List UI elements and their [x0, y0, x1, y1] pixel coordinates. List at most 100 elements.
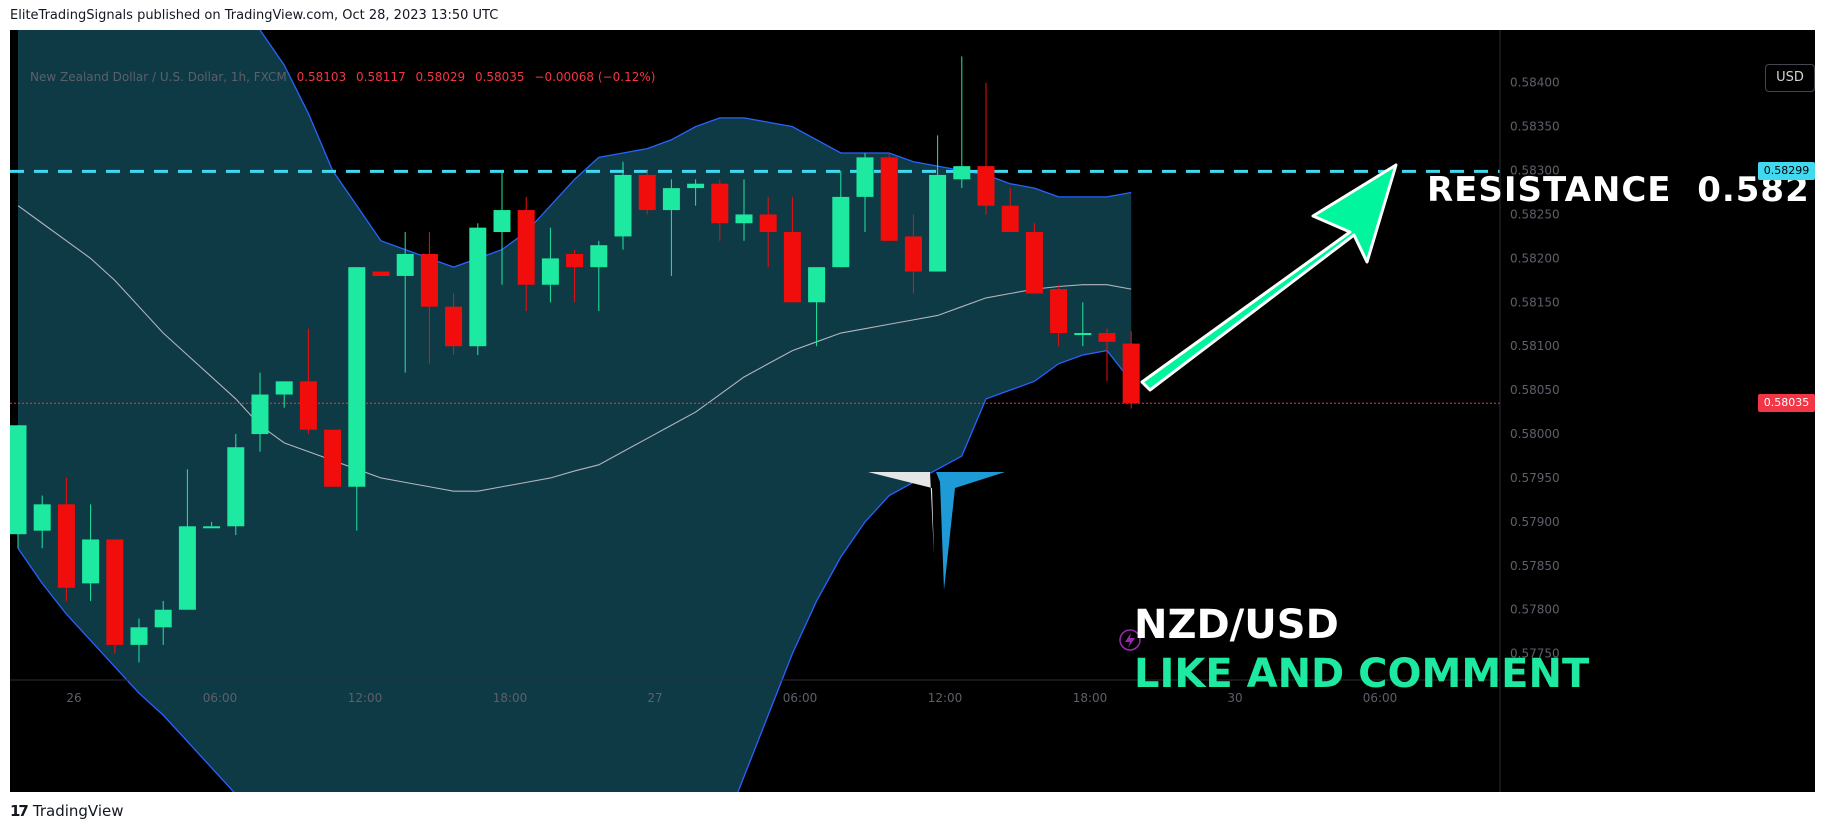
x-tick-label: 27: [647, 691, 662, 705]
lightning-badge-icon: [1119, 629, 1141, 651]
x-tick-label: 26: [66, 691, 81, 705]
candle-body: [1025, 232, 1043, 294]
chart-frame[interactable]: 0.58400 0.58350 0.58300 0.58250 0.58200 0.581…: [10, 30, 1815, 792]
y-tick-label: 0.58050: [1510, 383, 1560, 397]
tradingview-logo-icon: 17: [10, 802, 29, 820]
x-tick-label: 12:00: [928, 691, 963, 705]
legend-low: 0.58029: [415, 70, 466, 84]
current-price-tag: 0.58035: [1758, 394, 1815, 413]
candle-body: [904, 236, 922, 272]
candle-body: [396, 253, 414, 276]
candle-body: [178, 526, 196, 610]
brand-logo-left-wing-icon: [868, 472, 934, 555]
bollinger-basis-line: [17, 205, 1132, 492]
trend-arrow-icon: [1140, 163, 1398, 392]
candle-body: [1074, 333, 1092, 336]
x-tick-label: 30: [1227, 691, 1242, 705]
candle-body: [1122, 343, 1140, 404]
candle-body: [687, 183, 705, 189]
candle-body: [711, 183, 729, 224]
candle-body: [832, 196, 850, 268]
axes-layer: 0.58400 0.58350 0.58300 0.58250 0.58200 0.581…: [10, 30, 1560, 792]
x-tick-label: 12:00: [348, 691, 383, 705]
candle-body: [566, 253, 584, 268]
y-tick-label: 0.58200: [1510, 251, 1560, 265]
candle-body: [1001, 205, 1019, 233]
candle-body: [808, 267, 826, 303]
candle-body: [106, 539, 124, 645]
y-tick-label: 0.57900: [1510, 515, 1560, 529]
y-tick-label: 0.57800: [1510, 603, 1560, 617]
candle-body: [662, 188, 680, 211]
x-tick-label: 18:00: [493, 691, 528, 705]
brand-cta: LIKE AND COMMENT: [1134, 651, 1590, 697]
candle-body: [420, 253, 438, 307]
candle-body: [324, 429, 342, 487]
candle-body: [203, 526, 221, 529]
candle-body: [33, 504, 51, 531]
candle-body: [348, 267, 366, 487]
candle-body: [275, 381, 293, 395]
candle-body: [953, 166, 971, 180]
bollinger-upper-line: [259, 30, 1132, 268]
legend-close: 0.58035: [474, 70, 525, 84]
candle-body: [783, 232, 801, 303]
tradingview-footer[interactable]: 17 TradingView: [10, 802, 124, 820]
candle-body: [856, 157, 874, 197]
brand-logo-right-wing-icon: [936, 472, 1005, 590]
candle-body: [299, 381, 317, 430]
legend-open: 0.58103: [296, 70, 347, 84]
candle-body: [929, 174, 947, 272]
y-tick-label: 0.58150: [1510, 295, 1560, 309]
candle-body: [614, 174, 632, 237]
legend-change: −0.00068 (−0.12%): [534, 70, 656, 84]
candle-body: [10, 425, 27, 535]
candle-body: [372, 271, 390, 276]
legend-symbol: New Zealand Dollar / U.S. Dollar, 1h, FX…: [30, 70, 287, 84]
bollinger-band-layer: [17, 30, 1132, 792]
candle-body: [880, 157, 898, 241]
candle-body: [590, 245, 608, 268]
candle-body: [493, 210, 511, 233]
legend-high: 0.58117: [356, 70, 406, 84]
y-tick-label: 0.58350: [1510, 120, 1560, 134]
resistance-price-tag: 0.58299: [1758, 162, 1815, 181]
y-tick-label: 0.58250: [1510, 207, 1560, 221]
candle-body: [1050, 289, 1068, 334]
candle-body: [735, 214, 753, 224]
candle-body: [1098, 333, 1116, 342]
x-tick-label: 18:00: [1073, 691, 1108, 705]
candle-body: [82, 539, 100, 584]
candle-body: [227, 447, 245, 527]
y-tick-label: 0.58100: [1510, 339, 1560, 353]
x-tick-label: 06:00: [1363, 691, 1398, 705]
brand-title: NZD/USD: [1134, 602, 1339, 648]
x-tick-label: 06:00: [783, 691, 818, 705]
candle-body: [759, 214, 777, 233]
y-tick-label: 0.57950: [1510, 471, 1560, 485]
candle-body: [541, 258, 559, 285]
y-tick-label: 0.58000: [1510, 427, 1560, 441]
candle-body: [517, 210, 535, 285]
price-chart[interactable]: 0.58400 0.58350 0.58300 0.58250 0.58200 0.581…: [10, 30, 1815, 792]
x-tick-label: 06:00: [203, 691, 238, 705]
publish-line: EliteTradingSignals published on Trading…: [10, 8, 499, 23]
bollinger-lower-line: [17, 349, 1132, 792]
candle-body: [638, 174, 656, 211]
candle-body: [469, 227, 487, 347]
symbol-legend: New Zealand Dollar / U.S. Dollar, 1h, FX…: [30, 70, 655, 84]
y-tick-label: 0.57750: [1510, 647, 1560, 661]
currency-button[interactable]: USD: [1765, 64, 1815, 92]
candle-body: [130, 627, 148, 645]
candle-body: [251, 394, 269, 435]
y-tick-label: 0.57850: [1510, 559, 1560, 573]
tradingview-brand-text: TradingView: [32, 802, 124, 820]
candles-layer: [10, 56, 1140, 663]
y-tick-label: 0.58300: [1510, 164, 1560, 178]
candle-body: [977, 166, 995, 206]
bollinger-band-fill: [18, 30, 1132, 792]
resistance-label: RESISTANCE 0.582: [1427, 170, 1810, 210]
candle-body: [154, 609, 172, 628]
brand-logo-layer: [868, 472, 1141, 651]
lightning-icon: [1125, 633, 1135, 648]
